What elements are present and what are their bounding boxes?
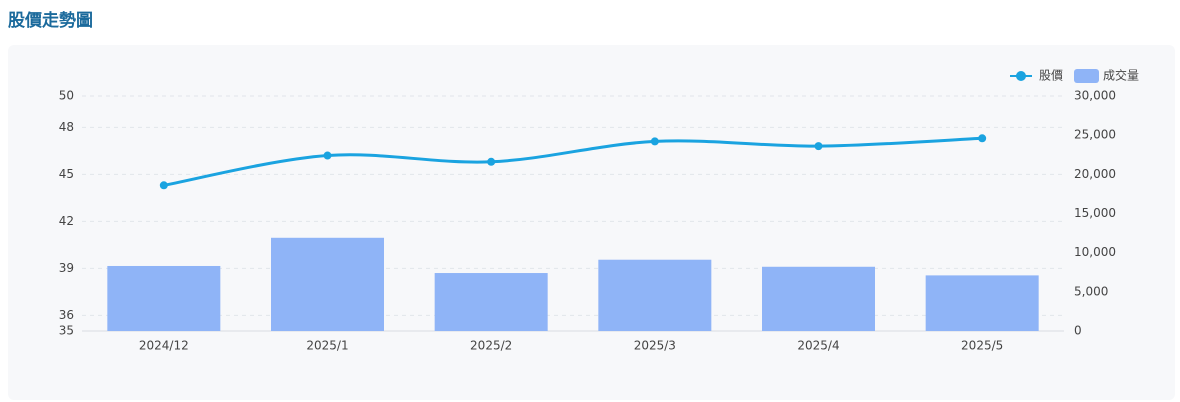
price-point	[650, 137, 659, 146]
y2-tick-label: 15,000	[1074, 206, 1116, 220]
legend-label: 股價	[1039, 69, 1063, 83]
volume-bar	[434, 273, 548, 331]
x-tick-label: 2024/12	[139, 339, 189, 353]
y-tick-label: 42	[59, 214, 74, 228]
x-tick-label: 2025/3	[634, 339, 676, 353]
price-line	[163, 136, 983, 187]
y2-tick-label: 10,000	[1074, 245, 1116, 259]
price-point	[487, 157, 496, 166]
y2-tick-label: 5,000	[1074, 284, 1108, 298]
x-tick-label: 2025/4	[797, 339, 839, 353]
y2-tick-label: 30,000	[1074, 89, 1116, 103]
legend-swatch	[1074, 69, 1099, 83]
y-tick-label: 45	[59, 167, 74, 181]
chart-title: 股價走勢圖	[8, 11, 93, 31]
x-tick-label: 2025/2	[470, 339, 512, 353]
price-point	[323, 151, 332, 160]
x-tick-label: 2025/1	[306, 339, 348, 353]
y-tick-label: 39	[59, 261, 74, 275]
price-point	[159, 181, 168, 190]
volume-bar	[762, 266, 875, 331]
legend-label: 成交量	[1103, 68, 1139, 83]
price-point	[978, 134, 987, 143]
price-point	[814, 142, 823, 151]
x-tick-label: 2025/5	[961, 339, 1003, 353]
volume-bar	[598, 259, 712, 331]
y2-tick-label: 0	[1074, 324, 1082, 338]
volume-bar	[925, 275, 1039, 331]
y2-tick-label: 20,000	[1074, 167, 1116, 181]
y-tick-label: 35	[59, 324, 74, 338]
y2-tick-label: 25,000	[1074, 128, 1116, 142]
volume-bar	[107, 265, 221, 331]
chart-panel	[8, 45, 1175, 400]
volume-bar	[271, 237, 384, 331]
y-tick-label: 50	[59, 89, 74, 103]
y-tick-label: 48	[59, 120, 74, 134]
y-tick-label: 36	[59, 308, 74, 322]
legend-marker	[1016, 71, 1026, 81]
